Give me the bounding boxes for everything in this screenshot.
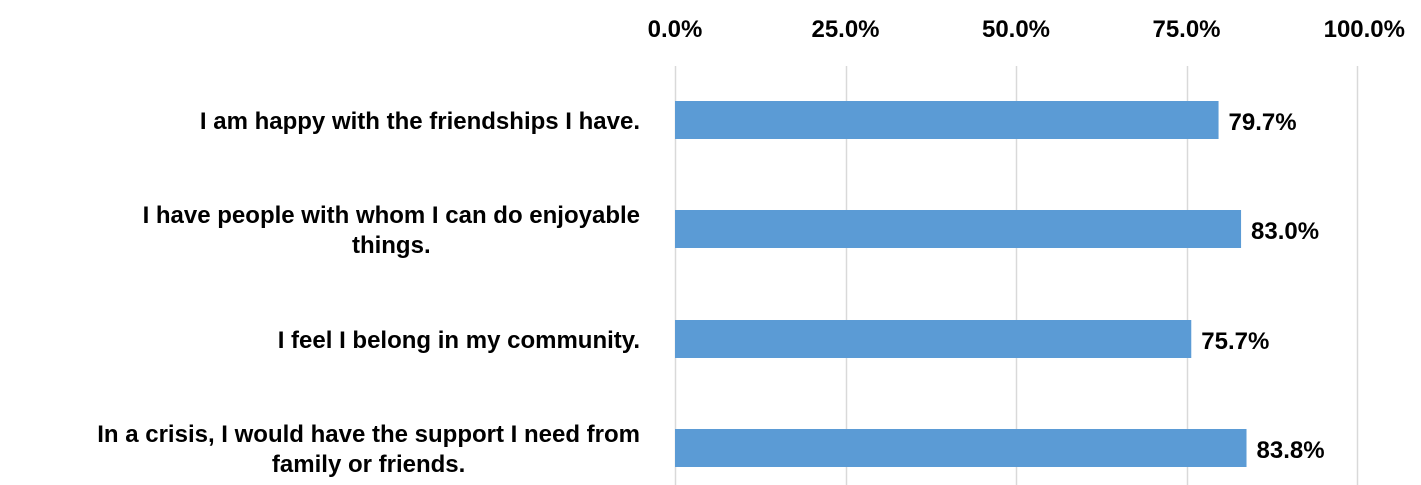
category-label: In a crisis, I would have the support I …: [97, 421, 640, 478]
category-label: I have people with whom I can do enjoyab…: [143, 202, 640, 259]
data-label: 83.0%: [1251, 218, 1319, 245]
bar: [675, 429, 1247, 467]
data-label: 75.7%: [1201, 328, 1269, 355]
category-label-line: In a crisis, I would have the support I …: [97, 421, 640, 448]
x-axis-tick-labels: 0.0% 25.0% 50.0% 75.0% 100.0%: [648, 16, 1405, 43]
bar: [675, 101, 1219, 139]
category-label-line: I have people with whom I can do enjoyab…: [143, 202, 640, 229]
x-tick-label: 75.0%: [1152, 16, 1220, 43]
x-tick-label: 25.0%: [811, 16, 879, 43]
category-label-line: I feel I belong in my community.: [278, 327, 640, 354]
x-tick-label: 100.0%: [1324, 16, 1405, 43]
category-label-line: things.: [352, 232, 431, 259]
data-labels: 79.7% 83.0% 75.7% 83.8%: [1201, 109, 1324, 464]
data-label: 83.8%: [1257, 437, 1325, 464]
x-tick-label: 50.0%: [982, 16, 1050, 43]
category-label-line: I am happy with the friendships I have.: [200, 108, 640, 135]
category-labels: I am happy with the friendships I have. I…: [97, 108, 640, 478]
bar: [675, 210, 1242, 248]
category-label: I feel I belong in my community.: [278, 327, 640, 354]
category-label: I am happy with the friendships I have.: [200, 108, 640, 135]
bars: [675, 101, 1247, 467]
x-tick-label: 0.0%: [648, 16, 703, 43]
category-label-line: family or friends.: [272, 451, 465, 478]
bar: [675, 320, 1192, 358]
data-label: 79.7%: [1229, 109, 1297, 136]
